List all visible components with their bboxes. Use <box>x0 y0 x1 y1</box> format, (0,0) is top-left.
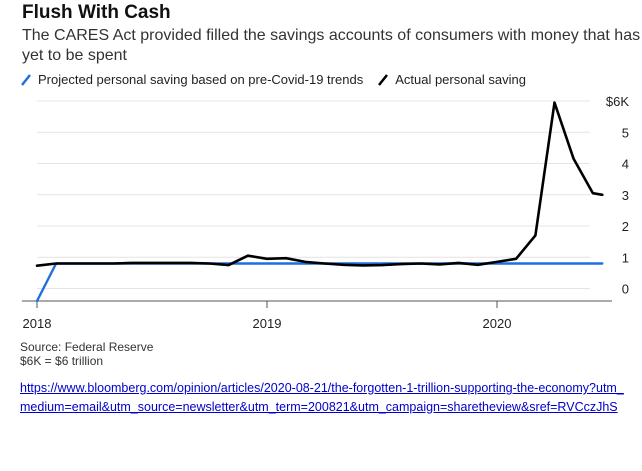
x-tick-label: 2020 <box>483 316 512 331</box>
article-link[interactable]: https://www.bloomberg.com/opinion/articl… <box>20 381 624 414</box>
unit-note: $6K = $6 trillion <box>20 354 104 368</box>
y-tick-label: $6K <box>606 94 629 109</box>
y-tick-label: 5 <box>622 125 629 140</box>
legend-label-actual: Actual personal saving <box>395 72 527 87</box>
chart-title: Flush With Cash <box>22 2 171 23</box>
y-tick-label: 1 <box>622 250 629 265</box>
legend-swatch-projected <box>21 73 31 86</box>
y-tick-label: 2 <box>622 219 629 234</box>
y-tick-label: 0 <box>622 282 629 297</box>
legend-swatch-actual <box>378 73 389 86</box>
chart-source: Source: Federal Reserve $6K = $6 trillio… <box>20 340 153 368</box>
legend-item-actual: Actual personal saving <box>377 72 526 87</box>
chart-subtitle: The CARES Act provided filled the saving… <box>22 27 641 64</box>
legend-label-projected: Projected personal saving based on pre-C… <box>38 72 364 87</box>
legend-item-projected: Projected personal saving based on pre-C… <box>20 72 363 87</box>
x-tick-label: 2018 <box>23 316 52 331</box>
source-text: Source: Federal Reserve <box>20 340 154 354</box>
line-chart: $6K 5 4 3 2 1 0 2018 2019 2020 <box>22 94 629 331</box>
chart-legend: Projected personal saving based on pre-C… <box>20 72 540 87</box>
y-tick-label: 4 <box>622 157 629 172</box>
x-tick-label: 2019 <box>253 316 282 331</box>
series-line-projected <box>35 262 604 303</box>
series-line-actual <box>35 101 604 268</box>
y-tick-label: 3 <box>622 188 629 203</box>
